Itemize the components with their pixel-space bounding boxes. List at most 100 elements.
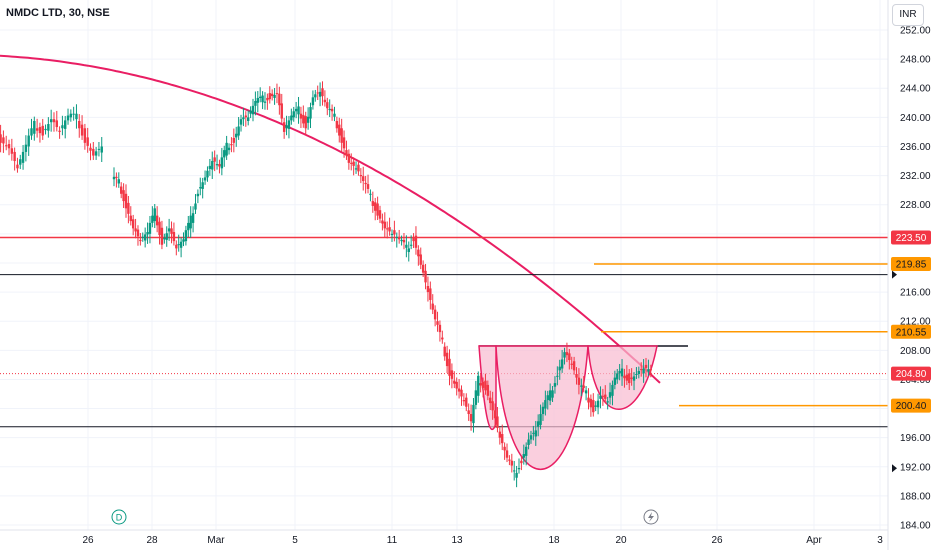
candle-up bbox=[532, 432, 535, 434]
candle-up bbox=[544, 400, 547, 409]
candle-down bbox=[577, 377, 581, 385]
candle-down bbox=[644, 364, 648, 368]
candle-down bbox=[501, 434, 504, 444]
y-tick-label: 240.00 bbox=[900, 113, 931, 124]
candle-up bbox=[517, 468, 521, 470]
candle-down bbox=[453, 380, 456, 384]
candle-up bbox=[613, 377, 617, 385]
x-axis: 26 28 Mar 5 11 13 18 20 26 Apr 3 bbox=[0, 529, 888, 546]
y-tick-label: 244.00 bbox=[900, 84, 931, 95]
candle-down bbox=[16, 164, 19, 169]
price-label-resistance: 223.50 bbox=[896, 233, 927, 244]
candle-down bbox=[589, 398, 593, 408]
candle-up bbox=[201, 182, 204, 189]
candle-down bbox=[52, 119, 56, 123]
candle-down bbox=[575, 373, 578, 378]
candle-down bbox=[352, 161, 355, 166]
x-tick-label: 11 bbox=[387, 535, 398, 546]
candle-down bbox=[304, 116, 307, 129]
candle-up bbox=[477, 375, 480, 396]
candle-down bbox=[155, 215, 159, 226]
candle-up bbox=[637, 370, 641, 374]
candle-down bbox=[244, 115, 248, 118]
candle-up bbox=[208, 165, 212, 169]
candle-up bbox=[189, 215, 192, 229]
candle-up bbox=[558, 366, 561, 371]
candle-down bbox=[381, 220, 384, 224]
candle-up bbox=[546, 395, 549, 401]
candle-down bbox=[484, 380, 487, 391]
candle-up bbox=[146, 232, 149, 235]
candle-up bbox=[294, 108, 298, 112]
candle-up bbox=[187, 222, 190, 231]
candle-down bbox=[568, 353, 571, 361]
candle-up bbox=[191, 213, 195, 223]
candle-up bbox=[563, 352, 566, 358]
candle-up bbox=[61, 125, 64, 129]
candle-up bbox=[141, 236, 144, 238]
candle-up bbox=[206, 170, 209, 178]
candle-down bbox=[316, 92, 319, 94]
candle-up bbox=[647, 369, 650, 372]
candle-up bbox=[225, 142, 228, 156]
candle-down bbox=[175, 244, 178, 249]
candle-down bbox=[282, 122, 286, 132]
candle-up bbox=[560, 359, 564, 369]
candle-down bbox=[450, 370, 454, 379]
candle-up bbox=[64, 120, 67, 129]
candle-down bbox=[335, 121, 339, 129]
candle-down bbox=[640, 369, 643, 371]
candle-down bbox=[92, 148, 95, 156]
candle-up bbox=[472, 404, 475, 424]
candle-up bbox=[254, 100, 257, 106]
candle-down bbox=[2, 137, 5, 144]
candle-down bbox=[503, 446, 506, 451]
currency-button[interactable]: INR bbox=[892, 4, 924, 26]
candle-down bbox=[510, 460, 514, 466]
candle-up bbox=[635, 373, 638, 375]
candle-down bbox=[35, 128, 39, 131]
candle-up bbox=[66, 115, 70, 121]
candle-up bbox=[33, 121, 36, 134]
candle-down bbox=[122, 190, 125, 202]
candle-down bbox=[78, 121, 81, 129]
candle-down bbox=[160, 227, 164, 245]
price-label-last: 204.80 bbox=[896, 369, 927, 380]
candle-up bbox=[556, 375, 559, 377]
candle-down bbox=[5, 145, 8, 147]
candle-down bbox=[441, 337, 444, 340]
candle-down bbox=[445, 352, 449, 367]
candle-up bbox=[390, 233, 394, 236]
candle-down bbox=[302, 114, 305, 124]
candle-up bbox=[474, 390, 478, 405]
candle-up bbox=[611, 384, 614, 396]
candle-down bbox=[124, 193, 128, 209]
candle-down bbox=[350, 162, 353, 164]
candle-up bbox=[314, 94, 317, 98]
candle-up bbox=[553, 383, 557, 387]
candle-down bbox=[359, 174, 363, 177]
event-markers: D bbox=[111, 270, 897, 525]
candle-up bbox=[273, 94, 276, 98]
candle-down bbox=[232, 137, 236, 143]
candle-up bbox=[620, 368, 624, 377]
candle-up bbox=[409, 244, 413, 246]
candle-up bbox=[215, 164, 219, 166]
x-tick-label: 3 bbox=[877, 535, 883, 546]
chart-grid bbox=[0, 0, 888, 530]
candle-up bbox=[513, 470, 516, 472]
candle-down bbox=[587, 397, 590, 403]
candle-up bbox=[527, 439, 530, 445]
candle-down bbox=[376, 203, 379, 216]
candle-down bbox=[388, 227, 391, 232]
candle-up bbox=[247, 117, 250, 121]
candle-up bbox=[227, 147, 231, 151]
candle-down bbox=[383, 221, 387, 229]
candle-down bbox=[0, 134, 2, 143]
x-tick-label: 5 bbox=[292, 535, 298, 546]
y-tick-label: 208.00 bbox=[900, 346, 931, 357]
candle-up bbox=[551, 390, 554, 398]
candle-down bbox=[326, 102, 329, 109]
candle-down bbox=[479, 383, 482, 386]
